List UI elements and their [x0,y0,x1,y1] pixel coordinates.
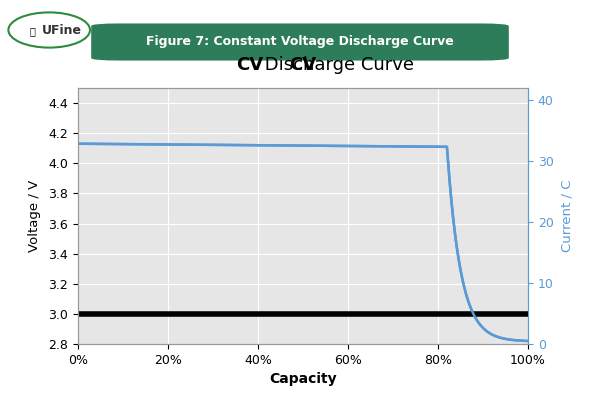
Text: Figure 7: Constant Voltage Discharge Curve: Figure 7: Constant Voltage Discharge Cur… [146,36,454,48]
Y-axis label: Current / C: Current / C [560,180,574,252]
Y-axis label: Voltage / V: Voltage / V [28,180,41,252]
Text: CV: CV [236,56,263,74]
Text: CV: CV [289,56,317,74]
Text: 🔥: 🔥 [30,26,36,36]
X-axis label: Capacity: Capacity [269,372,337,386]
Text: UFine: UFine [41,24,82,37]
Text: Discharge Curve: Discharge Curve [259,56,414,74]
FancyBboxPatch shape [91,24,509,60]
